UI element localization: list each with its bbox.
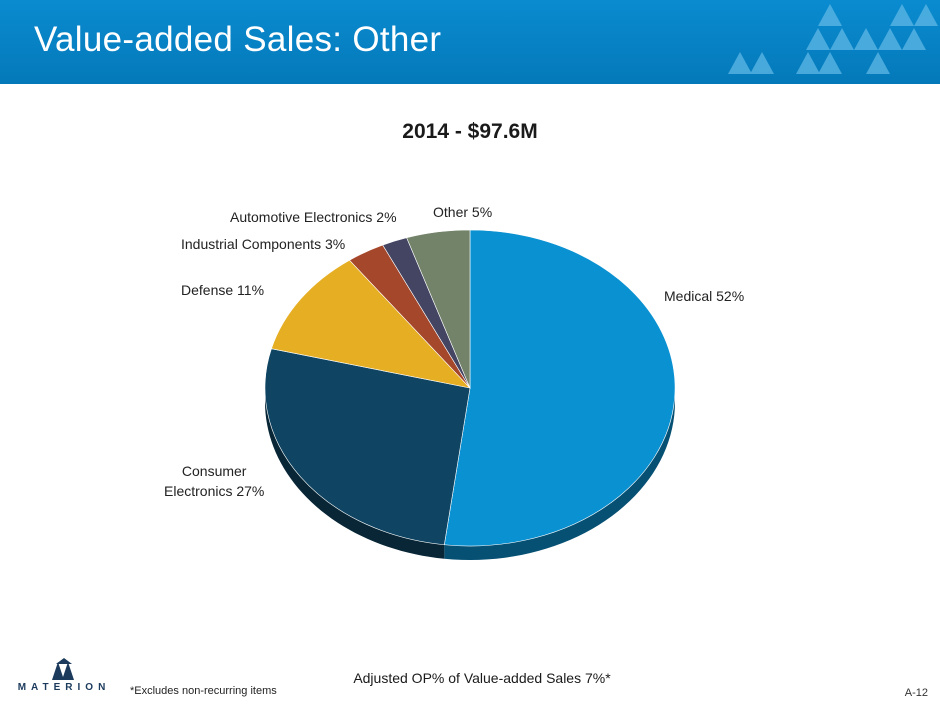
materion-logo-icon: [52, 658, 74, 680]
slice-label-consumer-electronics: Consumer Electronics 27%: [164, 461, 264, 501]
logo-wordmark: MATERION: [17, 682, 111, 693]
page-number: A-12: [904, 687, 928, 699]
materion-logo: MATERION: [16, 656, 112, 696]
slice-label-consumer-line2: Electronics 27%: [164, 483, 265, 499]
slice-label-industrial-components: Industrial Components 3%: [181, 236, 346, 252]
slice-label-consumer-line1: Consumer: [181, 463, 247, 479]
pie-slice-defense: [271, 259, 471, 389]
pie-slice-consumer: [264, 348, 471, 546]
slice-label-medical: Medical 52%: [664, 288, 745, 304]
slide-title: Value-added Sales: Other: [34, 20, 442, 59]
triangle-pattern-decoration: [728, 4, 938, 74]
adjusted-op-note: Adjusted OP% of Value-added Sales 7%*: [353, 670, 611, 686]
slice-label-defense: Defense 11%: [181, 282, 265, 298]
footnote: *Excludes non-recurring items: [130, 685, 277, 697]
chart-title: 2014 - $97.6M: [402, 120, 538, 143]
slice-label-other: Other 5%: [433, 204, 493, 220]
pie-slice-other: [406, 229, 471, 389]
title-bar: Value-added Sales: Other: [0, 0, 940, 84]
pie-slice-medical: [443, 229, 676, 547]
slice-label-automotive-electronics: Automotive Electronics 2%: [230, 209, 397, 225]
pie-side-consumer: [265, 388, 445, 559]
